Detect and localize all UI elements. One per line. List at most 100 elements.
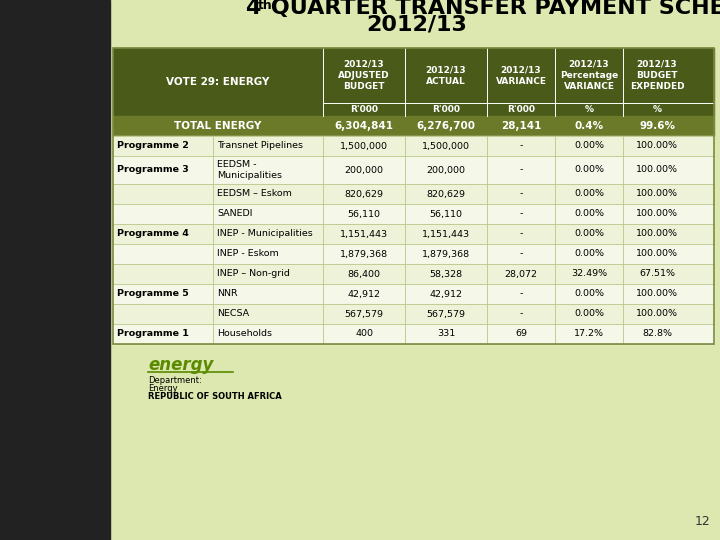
Text: 6,276,700: 6,276,700 xyxy=(416,121,475,131)
Text: EEDSM – Eskom: EEDSM – Eskom xyxy=(217,190,292,199)
Text: 42,912: 42,912 xyxy=(348,289,380,299)
Text: -: - xyxy=(519,249,523,259)
Text: INEP - Eskom: INEP - Eskom xyxy=(217,249,279,259)
Text: TOTAL ENERGY: TOTAL ENERGY xyxy=(174,121,261,131)
Text: 1,879,368: 1,879,368 xyxy=(340,249,388,259)
Text: 42,912: 42,912 xyxy=(430,289,462,299)
Text: NECSA: NECSA xyxy=(217,309,249,319)
Text: 100.00%: 100.00% xyxy=(636,289,678,299)
Text: %: % xyxy=(585,105,593,114)
Text: R'000: R'000 xyxy=(507,105,535,114)
Text: 0.00%: 0.00% xyxy=(574,141,604,151)
Text: 0.00%: 0.00% xyxy=(574,309,604,319)
Text: Transnet Pipelines: Transnet Pipelines xyxy=(217,141,303,151)
Text: QUARTER TRANSFER PAYMENT SCHEDULE FOR: QUARTER TRANSFER PAYMENT SCHEDULE FOR xyxy=(263,0,720,18)
Text: 2012/13
BUDGET
EXPENDED: 2012/13 BUDGET EXPENDED xyxy=(630,59,684,91)
Text: 200,000: 200,000 xyxy=(344,165,384,174)
Text: 32.49%: 32.49% xyxy=(571,269,607,279)
Bar xyxy=(113,156,714,184)
Text: REPUBLIC OF SOUTH AFRICA: REPUBLIC OF SOUTH AFRICA xyxy=(148,392,282,401)
Text: 100.00%: 100.00% xyxy=(636,210,678,219)
Text: -: - xyxy=(519,309,523,319)
Bar xyxy=(113,184,714,204)
Text: Programme 1: Programme 1 xyxy=(117,329,189,339)
Text: Programme 3: Programme 3 xyxy=(117,165,189,174)
Text: 400: 400 xyxy=(355,329,373,339)
Text: Programme 2: Programme 2 xyxy=(117,141,189,151)
Bar xyxy=(113,224,714,244)
Text: 2012/13
ADJUSTED
BUDGET: 2012/13 ADJUSTED BUDGET xyxy=(338,59,390,91)
Text: 1,879,368: 1,879,368 xyxy=(422,249,470,259)
Text: 99.6%: 99.6% xyxy=(639,121,675,131)
Bar xyxy=(113,48,714,116)
Text: R'000: R'000 xyxy=(350,105,378,114)
Text: 28,141: 28,141 xyxy=(501,121,541,131)
Text: 4: 4 xyxy=(245,0,261,18)
Text: -: - xyxy=(519,165,523,174)
Text: 100.00%: 100.00% xyxy=(636,141,678,151)
Text: 0.00%: 0.00% xyxy=(574,289,604,299)
Text: 69: 69 xyxy=(515,329,527,339)
Text: %: % xyxy=(652,105,662,114)
Text: 1,151,443: 1,151,443 xyxy=(340,230,388,239)
Text: Department:: Department: xyxy=(148,376,202,385)
Text: -: - xyxy=(519,230,523,239)
Bar xyxy=(113,204,714,224)
Bar xyxy=(113,324,714,344)
Text: EEDSM -
Municipalities: EEDSM - Municipalities xyxy=(217,160,282,180)
Bar xyxy=(0,0,110,540)
Text: 0.00%: 0.00% xyxy=(574,230,604,239)
Text: 567,579: 567,579 xyxy=(426,309,466,319)
Text: 820,629: 820,629 xyxy=(344,190,384,199)
Text: 17.2%: 17.2% xyxy=(574,329,604,339)
Text: 58,328: 58,328 xyxy=(429,269,462,279)
Text: energy: energy xyxy=(148,356,213,374)
Text: VOTE 29: ENERGY: VOTE 29: ENERGY xyxy=(166,77,270,87)
Bar xyxy=(113,116,714,136)
Text: -: - xyxy=(519,141,523,151)
Text: 100.00%: 100.00% xyxy=(636,190,678,199)
Bar xyxy=(113,244,714,264)
Bar xyxy=(113,284,714,304)
Text: 100.00%: 100.00% xyxy=(636,165,678,174)
Text: 12: 12 xyxy=(694,515,710,528)
Text: 100.00%: 100.00% xyxy=(636,249,678,259)
Bar xyxy=(113,136,714,156)
Text: 2012/13: 2012/13 xyxy=(366,15,467,35)
Text: 820,629: 820,629 xyxy=(426,190,466,199)
Text: 0.00%: 0.00% xyxy=(574,210,604,219)
Text: 0.4%: 0.4% xyxy=(575,121,603,131)
Text: R'000: R'000 xyxy=(432,105,460,114)
Text: 100.00%: 100.00% xyxy=(636,230,678,239)
Text: INEP – Non-grid: INEP – Non-grid xyxy=(217,269,290,279)
Text: 67.51%: 67.51% xyxy=(639,269,675,279)
Text: 2012/13
Percentage
VARIANCE: 2012/13 Percentage VARIANCE xyxy=(560,59,618,91)
Text: SANEDI: SANEDI xyxy=(217,210,253,219)
Text: -: - xyxy=(519,210,523,219)
Text: 331: 331 xyxy=(437,329,455,339)
Text: 2012/13
VARIANCE: 2012/13 VARIANCE xyxy=(495,65,546,86)
Text: Energy: Energy xyxy=(148,384,178,393)
Text: 200,000: 200,000 xyxy=(426,165,466,174)
Text: Households: Households xyxy=(217,329,272,339)
Bar xyxy=(113,48,714,344)
Text: 86,400: 86,400 xyxy=(348,269,380,279)
Text: INEP - Municipalities: INEP - Municipalities xyxy=(217,230,312,239)
Text: 567,579: 567,579 xyxy=(344,309,384,319)
Text: 1,151,443: 1,151,443 xyxy=(422,230,470,239)
Text: Programme 4: Programme 4 xyxy=(117,230,189,239)
Text: 1,500,000: 1,500,000 xyxy=(422,141,470,151)
Text: 56,110: 56,110 xyxy=(348,210,380,219)
Text: -: - xyxy=(519,289,523,299)
Text: 28,072: 28,072 xyxy=(505,269,538,279)
Text: th: th xyxy=(258,0,273,12)
Text: 1,500,000: 1,500,000 xyxy=(340,141,388,151)
Text: 0.00%: 0.00% xyxy=(574,165,604,174)
Text: 100.00%: 100.00% xyxy=(636,309,678,319)
Text: 82.8%: 82.8% xyxy=(642,329,672,339)
Text: 0.00%: 0.00% xyxy=(574,249,604,259)
Bar xyxy=(113,264,714,284)
Text: 56,110: 56,110 xyxy=(430,210,462,219)
Text: NNR: NNR xyxy=(217,289,238,299)
Text: Programme 5: Programme 5 xyxy=(117,289,189,299)
